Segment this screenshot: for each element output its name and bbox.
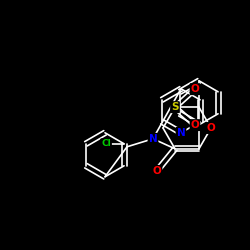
Text: O: O bbox=[191, 84, 200, 94]
Text: O: O bbox=[191, 84, 200, 94]
Text: Cl: Cl bbox=[101, 139, 111, 148]
Text: O: O bbox=[191, 120, 200, 130]
Text: N: N bbox=[148, 134, 158, 144]
Text: O: O bbox=[152, 166, 162, 176]
Text: O: O bbox=[206, 123, 216, 133]
Text: O: O bbox=[152, 166, 162, 176]
Text: S: S bbox=[171, 102, 179, 112]
Text: N: N bbox=[148, 134, 158, 144]
Text: N: N bbox=[176, 128, 186, 138]
Text: N: N bbox=[176, 128, 186, 138]
Text: S: S bbox=[171, 102, 179, 112]
Text: O: O bbox=[191, 120, 200, 130]
Text: O: O bbox=[206, 123, 216, 133]
Text: Cl: Cl bbox=[101, 139, 111, 148]
